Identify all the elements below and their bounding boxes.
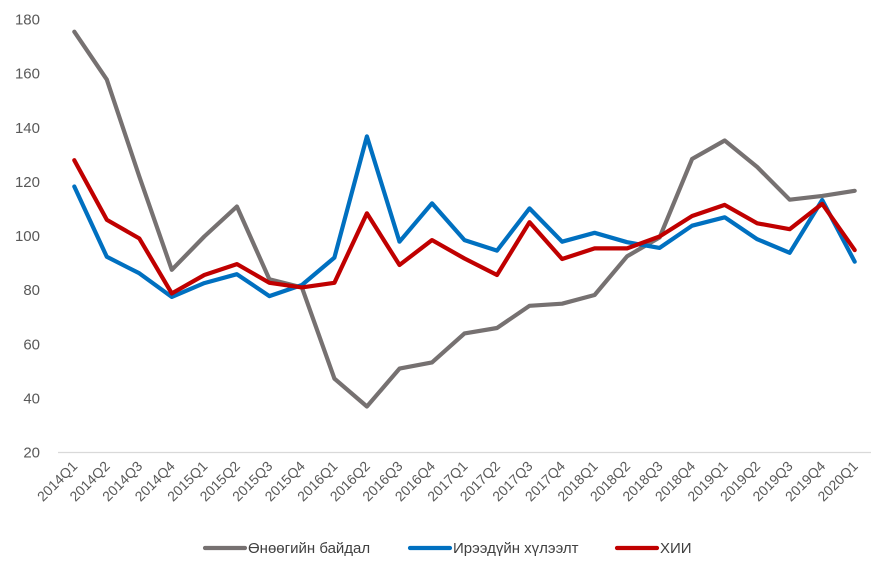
- legend-item: Ирээдүйн хүлээлт: [407, 540, 579, 557]
- y-tick-label: 160: [15, 66, 40, 83]
- legend: Өнөөгийн байдал Ирээдүйн хүлээлт ХИИ: [202, 540, 692, 557]
- y-tick-label: 120: [15, 174, 40, 191]
- y-tick-label: 80: [23, 282, 40, 299]
- y-tick-label: 40: [23, 390, 40, 407]
- legend-label: Өнөөгийн байдал: [248, 540, 370, 557]
- series-line-2: [72, 158, 857, 296]
- legend-label: Ирээдүйн хүлээлт: [453, 540, 579, 557]
- y-tick-label: 60: [23, 336, 40, 353]
- legend-item: Өнөөгийн байдал: [202, 540, 370, 557]
- series-line-1: [72, 134, 857, 299]
- legend-item: ХИИ: [614, 540, 692, 557]
- y-tick-label: 180: [15, 12, 40, 29]
- y-tick-label: 100: [15, 228, 40, 245]
- series-line-0: [72, 29, 857, 409]
- x-axis: 2014Q12014Q22014Q32014Q42015Q12015Q22015…: [34, 458, 861, 505]
- y-tick-label: 140: [15, 120, 40, 137]
- y-axis: 20 40 60 80 100 120 140 160 180: [15, 12, 40, 462]
- legend-label: ХИИ: [660, 540, 692, 557]
- y-tick-label: 20: [23, 445, 40, 462]
- series-lines: [72, 29, 857, 409]
